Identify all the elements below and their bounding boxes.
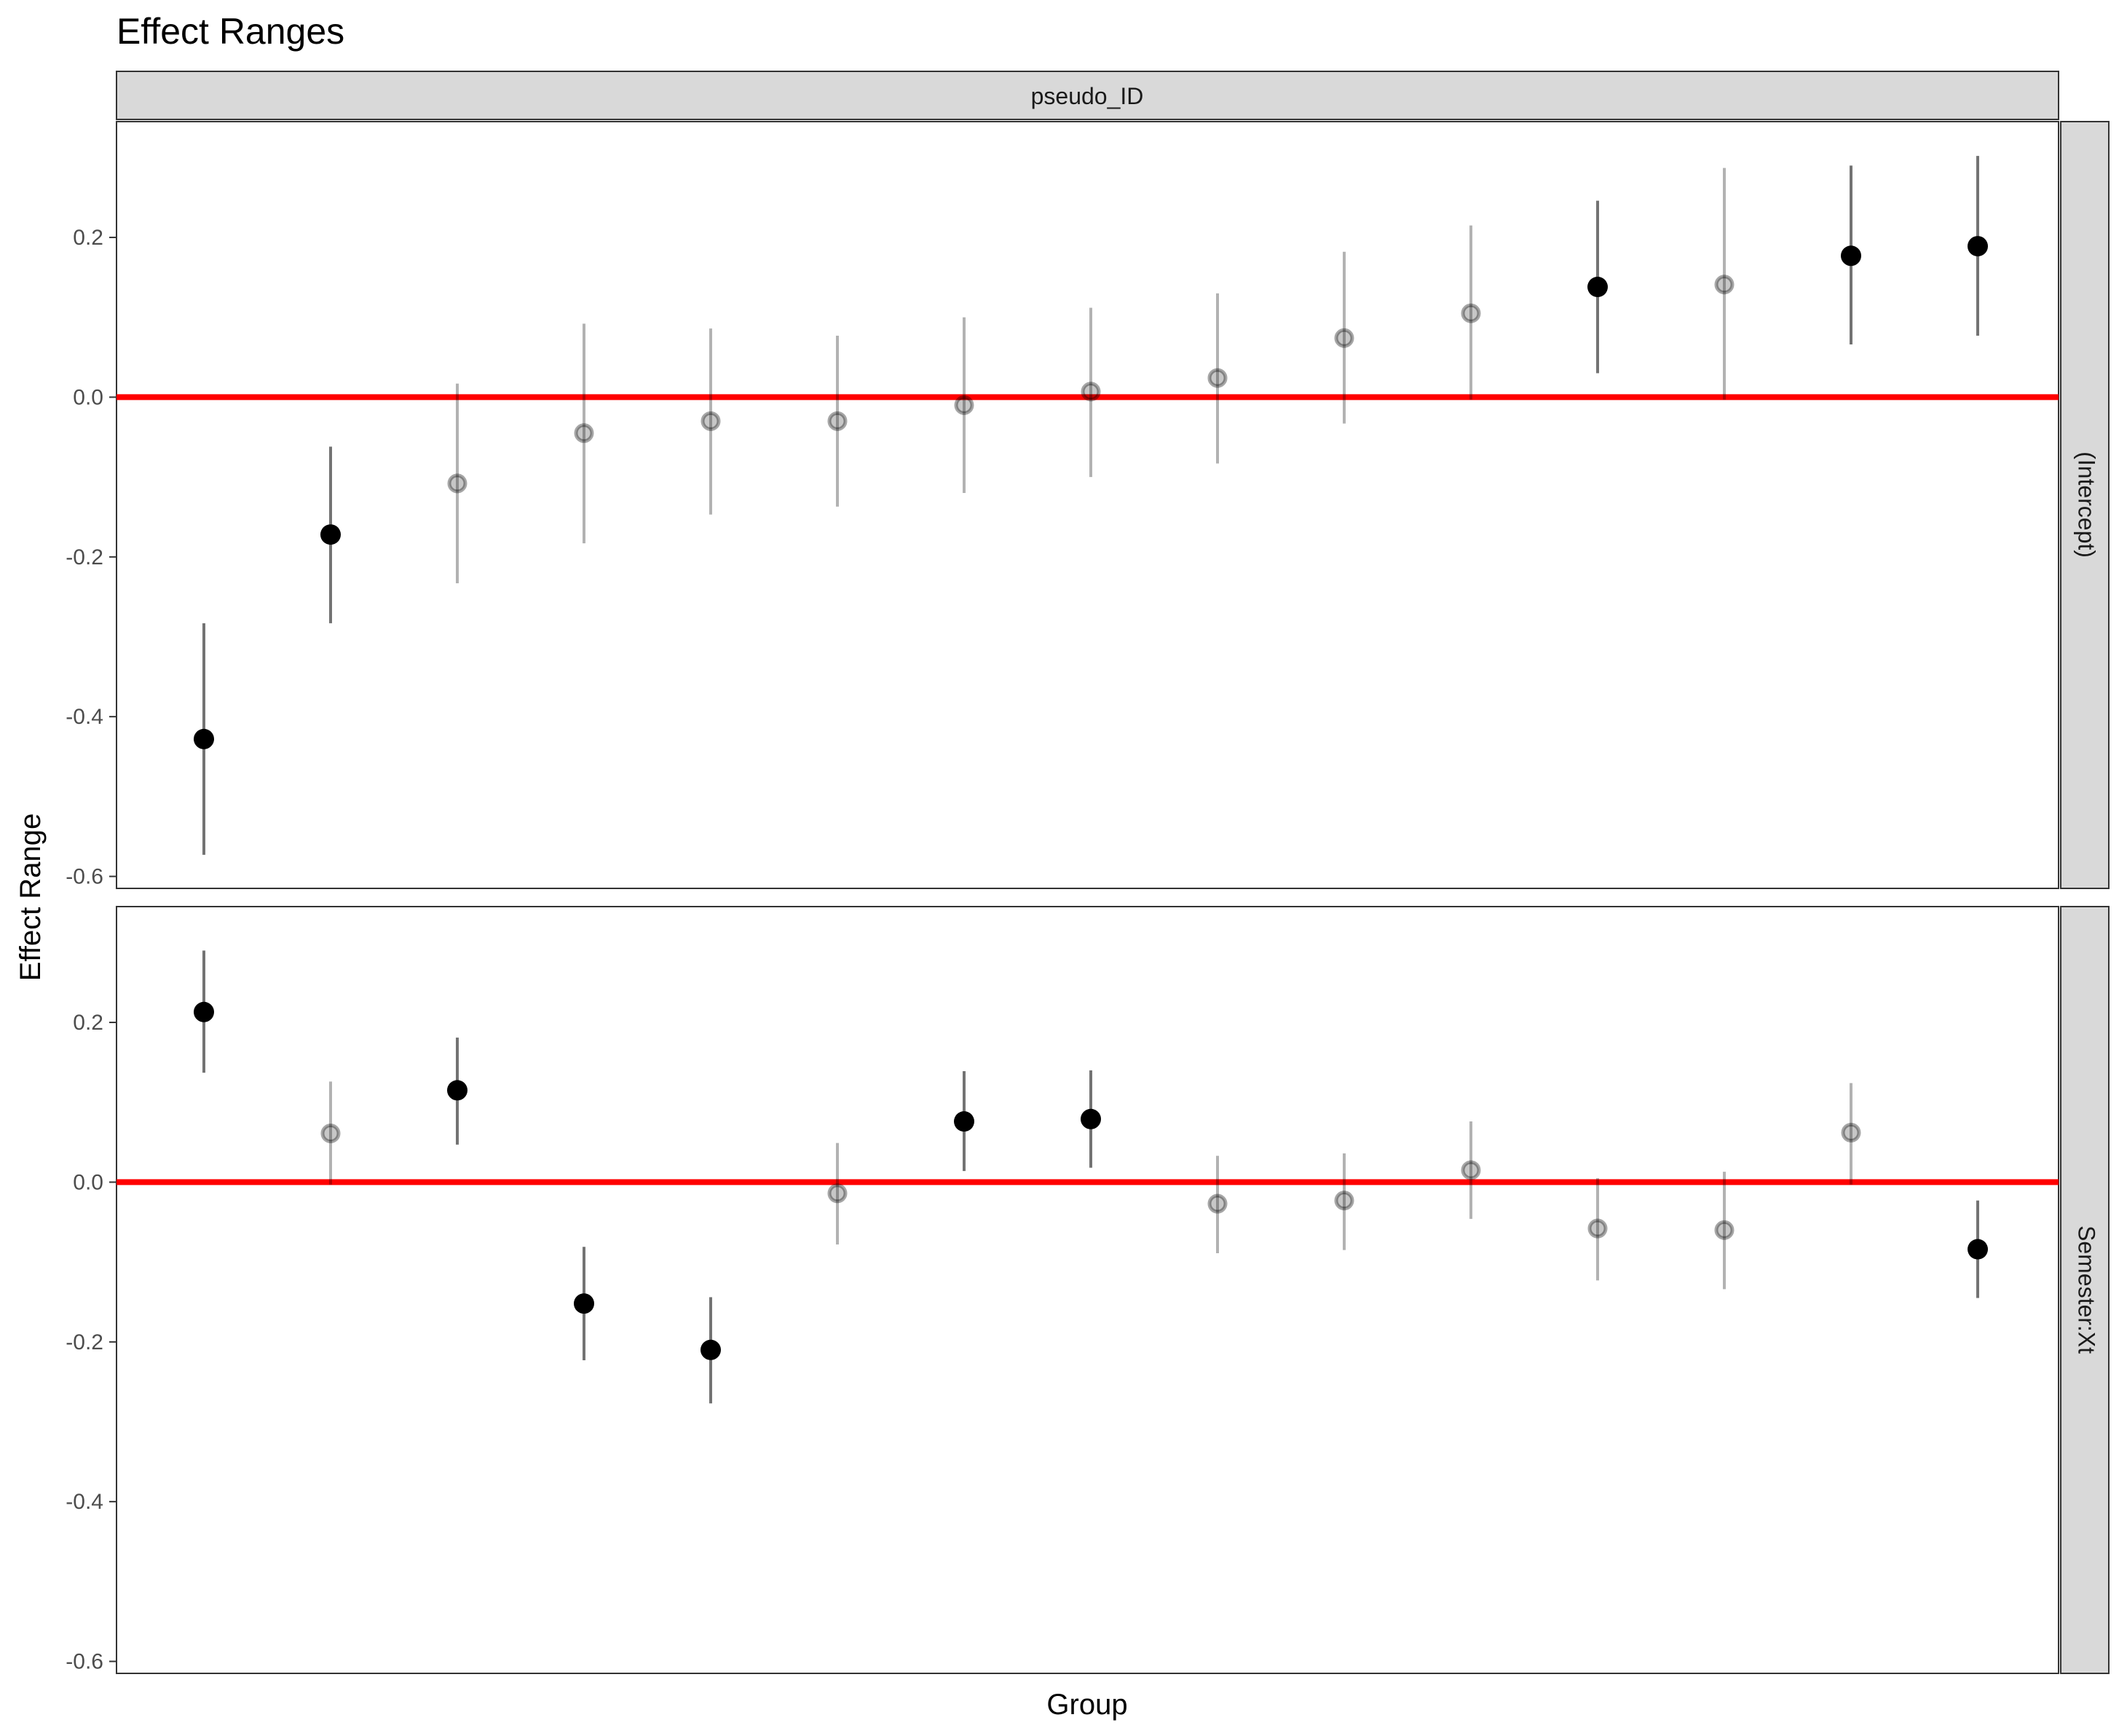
panel-semester-xt-strip — [2060, 906, 2110, 1674]
chart-marks: -0.6 -0.4 -0.2 0.0 0.2 -0.6 -0.4 -0.2 0.0 0.2 — [66, 156, 2059, 1674]
point-nonsignificant — [1841, 1122, 1861, 1143]
panel-intercept-label: (Intercept) — [2074, 451, 2100, 558]
panel-semester-xt-label: Semester:Xt — [2074, 1226, 2100, 1354]
point-nonsignificant — [827, 1183, 848, 1204]
point-significant — [701, 1339, 721, 1360]
point-nonsignificant — [954, 395, 974, 415]
panel-semester-xt-frame — [116, 906, 2059, 1674]
point-significant — [1841, 245, 1861, 267]
y-tick-label: -0.2 — [66, 1330, 103, 1354]
point-significant — [1968, 236, 1988, 257]
point-significant — [1081, 1108, 1101, 1129]
point-nonsignificant — [574, 423, 594, 443]
point-nonsignificant — [827, 411, 848, 431]
point-significant — [1968, 1239, 1988, 1260]
point-significant — [447, 1080, 467, 1101]
point-nonsignificant — [1207, 1194, 1228, 1214]
panel-intercept: (Intercept) — [116, 121, 2110, 889]
point-nonsignificant — [1207, 368, 1228, 388]
top-facet-strip — [116, 71, 2059, 120]
panel-intercept-marks: -0.6 -0.4 -0.2 0.0 0.2 — [66, 156, 2059, 889]
point-significant — [574, 1293, 594, 1314]
y-tick-label: -0.6 — [66, 1650, 103, 1674]
point-significant — [1587, 277, 1608, 298]
y-tick-label: -0.4 — [66, 705, 103, 729]
panel-semester-xt: Semester:Xt — [116, 906, 2110, 1674]
chart-title: Effect Ranges — [117, 11, 344, 52]
point-significant — [954, 1111, 974, 1132]
y-tick-label: 0.0 — [73, 1170, 103, 1194]
y-tick-label: 0.0 — [73, 385, 103, 409]
point-nonsignificant — [1334, 1191, 1354, 1211]
point-nonsignificant — [1461, 1160, 1481, 1180]
point-nonsignificant — [1334, 328, 1354, 348]
point-nonsignificant — [701, 411, 721, 431]
point-nonsignificant — [1714, 1220, 1735, 1240]
panel-semester-xt-marks: -0.6 -0.4 -0.2 0.0 0.2 — [66, 950, 2059, 1674]
y-tick-label: -0.4 — [66, 1490, 103, 1514]
panel-intercept-strip — [2060, 121, 2110, 889]
y-tick-label: -0.2 — [66, 545, 103, 569]
x-axis-title: Group — [1046, 1689, 1127, 1721]
top-facet-label: pseudo_ID — [1031, 83, 1144, 109]
point-nonsignificant — [1587, 1218, 1608, 1239]
point-significant — [194, 1001, 214, 1022]
point-significant — [320, 524, 341, 545]
point-significant — [194, 728, 214, 749]
y-axis-title: Effect Range — [15, 813, 47, 982]
panel-intercept-frame — [116, 121, 2059, 889]
point-nonsignificant — [320, 1124, 341, 1144]
y-tick-label: 0.2 — [73, 1011, 103, 1035]
point-nonsignificant — [447, 473, 467, 494]
y-tick-label: -0.6 — [66, 865, 103, 889]
y-tick-label: 0.2 — [73, 226, 103, 250]
point-nonsignificant — [1714, 275, 1735, 295]
point-nonsignificant — [1081, 382, 1101, 402]
point-nonsignificant — [1461, 303, 1481, 323]
